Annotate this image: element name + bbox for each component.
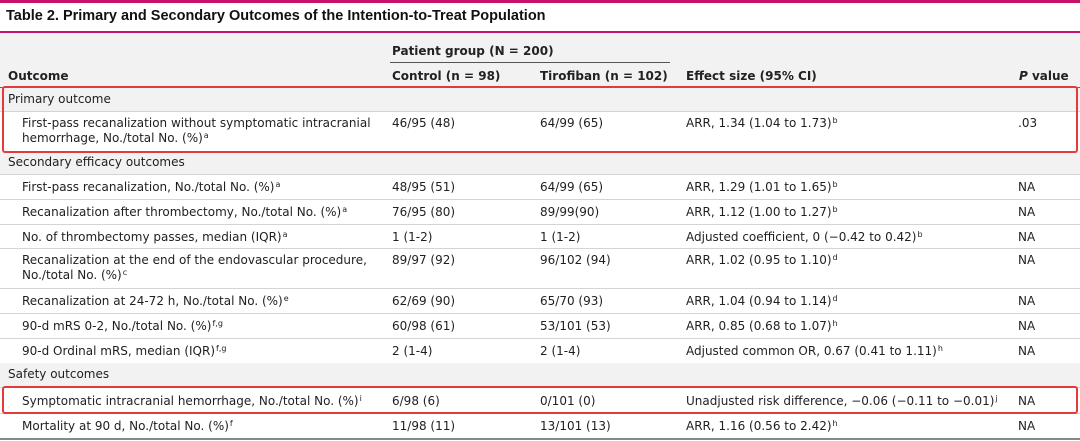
- effect-cell: ARR, 1.16 (0.56 to 2.42)h: [686, 419, 838, 433]
- effect-cell: ARR, 0.85 (0.68 to 1.07)h: [686, 319, 838, 333]
- outcome-cell: Recanalization at the end of the endovas…: [22, 253, 367, 282]
- table-row: Recanalization after thrombectomy, No./t…: [0, 199, 1080, 225]
- effect-cell: ARR, 1.12 (1.00 to 1.27)b: [686, 205, 838, 219]
- tirofiban-column-header: Tirofiban (n = 102): [540, 69, 668, 83]
- tirofiban-cell: 64/99 (65): [540, 116, 604, 130]
- caption-rule: [0, 31, 1080, 33]
- outcome-cell: Symptomatic intracranial hemorrhage, No.…: [22, 394, 362, 408]
- tirofiban-cell: 1 (1-2): [540, 230, 581, 244]
- control-cell: 76/95 (80): [392, 205, 456, 219]
- outcome-cell: First-pass recanalization, No./total No.…: [22, 180, 281, 194]
- p-value-cell: NA: [1018, 180, 1036, 194]
- table-bottom-rule: [0, 438, 1080, 440]
- outcome-cell: No. of thrombectomy passes, median (IQR)…: [22, 230, 288, 244]
- table-row: Recanalization at the end of the endovas…: [0, 248, 1080, 289]
- control-cell: 1 (1-2): [392, 230, 433, 244]
- p-value-cell: NA: [1018, 230, 1036, 244]
- p-value-cell: NA: [1018, 294, 1036, 308]
- effect-cell: ARR, 1.29 (1.01 to 1.65)b: [686, 180, 838, 194]
- tirofiban-cell: 96/102 (94): [540, 253, 611, 267]
- tirofiban-cell: 0/101 (0): [540, 394, 596, 408]
- sich-row-highlight: [2, 386, 1078, 414]
- effect-cell: Unadjusted risk difference, −0.06 (−0.11…: [686, 394, 998, 408]
- p-value-cell: .03: [1018, 116, 1038, 130]
- table-row: 90-d mRS 0-2, No./total No. (%)f,g 60/98…: [0, 313, 1080, 339]
- table-row: Mortality at 90 d, No./total No. (%)f 11…: [0, 413, 1080, 439]
- control-cell: 2 (1-4): [392, 344, 433, 358]
- section-label: Secondary efficacy outcomes: [8, 155, 185, 169]
- control-cell: 62/69 (90): [392, 294, 456, 308]
- tirofiban-cell: 2 (1-4): [540, 344, 581, 358]
- p-value-cell: NA: [1018, 344, 1036, 358]
- outcome-cell: First-pass recanalization without sympto…: [22, 116, 371, 145]
- p-value-cell: NA: [1018, 419, 1036, 433]
- table-caption: Table 2. Primary and Secondary Outcomes …: [6, 8, 546, 24]
- p-value-cell: NA: [1018, 394, 1036, 408]
- control-cell: 11/98 (11): [392, 419, 456, 433]
- table-row: No. of thrombectomy passes, median (IQR)…: [0, 224, 1080, 249]
- outcome-cell: Recanalization after thrombectomy, No./t…: [22, 205, 348, 219]
- section-label: Primary outcome: [8, 92, 111, 106]
- table-row: First-pass recanalization without sympto…: [0, 111, 1080, 152]
- outcome-cell: Recanalization at 24-72 h, No./total No.…: [22, 294, 289, 308]
- effect-size-column-header: Effect size (95% CI): [686, 69, 817, 83]
- tirofiban-cell: 65/70 (93): [540, 294, 604, 308]
- table-header: [0, 33, 1080, 87]
- p-value-cell: NA: [1018, 319, 1036, 333]
- outcome-cell: 90-d mRS 0-2, No./total No. (%)f,g: [22, 319, 223, 333]
- table-row: First-pass recanalization, No./total No.…: [0, 174, 1080, 200]
- control-cell: 89/97 (92): [392, 253, 456, 267]
- control-cell: 60/98 (61): [392, 319, 456, 333]
- control-cell: 48/95 (51): [392, 180, 456, 194]
- top-accent-rule: [0, 0, 1080, 3]
- control-cell: 6/98 (6): [392, 394, 440, 408]
- p-value-column-header: P value: [1019, 69, 1069, 83]
- p-value-cell: NA: [1018, 205, 1036, 219]
- patient-group-header: Patient group (N = 200): [392, 44, 554, 58]
- table-row: 90-d Ordinal mRS, median (IQR)f,g 2 (1-4…: [0, 338, 1080, 364]
- section-safety: Safety outcomes: [0, 363, 1080, 387]
- effect-cell: ARR, 1.34 (1.04 to 1.73)b: [686, 116, 838, 130]
- primary-outcome-highlight: [2, 86, 1078, 153]
- tirofiban-cell: 89/99(90): [540, 205, 600, 219]
- control-cell: 46/95 (48): [392, 116, 456, 130]
- outcome-cell: Mortality at 90 d, No./total No. (%)f: [22, 419, 233, 433]
- section-label: Safety outcomes: [8, 367, 110, 381]
- outcome-column-header: Outcome: [8, 69, 69, 83]
- tirofiban-cell: 64/99 (65): [540, 180, 604, 194]
- table-row: Recanalization at 24-72 h, No./total No.…: [0, 288, 1080, 314]
- section-primary: Primary outcome: [0, 88, 1080, 111]
- effect-cell: ARR, 1.02 (0.95 to 1.10)d: [686, 253, 838, 267]
- effect-cell: Adjusted coefficient, 0 (−0.42 to 0.42)b: [686, 230, 923, 244]
- group-header-rule: [390, 62, 670, 63]
- effect-cell: ARR, 1.04 (0.94 to 1.14)d: [686, 294, 838, 308]
- section-secondary: Secondary efficacy outcomes: [0, 151, 1080, 174]
- control-column-header: Control (n = 98): [392, 69, 501, 83]
- outcome-cell: 90-d Ordinal mRS, median (IQR)f,g: [22, 344, 227, 358]
- tirofiban-cell: 13/101 (13): [540, 419, 611, 433]
- tirofiban-cell: 53/101 (53): [540, 319, 611, 333]
- effect-cell: Adjusted common OR, 0.67 (0.41 to 1.11)h: [686, 344, 943, 358]
- p-value-cell: NA: [1018, 253, 1036, 267]
